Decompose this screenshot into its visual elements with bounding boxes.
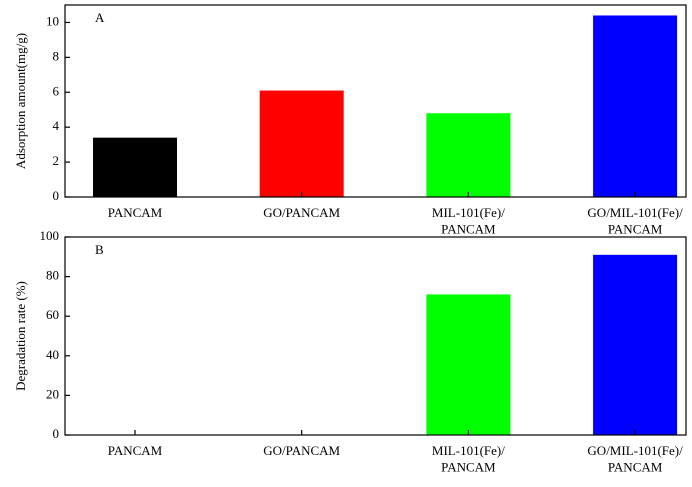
y-tick-label: 20 [46, 386, 59, 401]
x-tick-label: MIL-101(Fe)/PANCAM [432, 443, 505, 474]
y-tick-label: 10 [46, 13, 59, 28]
x-tick-label: GO/MIL-101(Fe)/PANCAM [587, 443, 683, 474]
y-tick-label: 2 [53, 153, 60, 168]
plot-frame [64, 4, 687, 198]
x-tick-label: PANCAM [108, 205, 163, 220]
bar [593, 15, 678, 197]
bar [259, 90, 344, 197]
y-tick-label: 0 [53, 188, 60, 203]
y-tick-label: 8 [53, 48, 60, 63]
y-tick-label: 0 [53, 426, 60, 441]
x-tick-label: GO/MIL-101(Fe)/PANCAM [587, 205, 683, 236]
y-tick-label: 4 [53, 118, 60, 133]
y-tick-label: 40 [46, 347, 59, 362]
panel-label: A [95, 10, 105, 25]
bar [426, 294, 511, 435]
bar [93, 137, 177, 197]
y-axis-label: Adsorption amount(mg/g) [13, 33, 28, 169]
bar [426, 113, 511, 197]
y-axis-label: Degradation rate (%) [13, 281, 28, 391]
y-tick-label: 60 [46, 307, 59, 322]
bar [593, 254, 678, 435]
x-tick-label: PANCAM [108, 443, 163, 458]
x-tick-label: MIL-101(Fe)/PANCAM [432, 205, 505, 236]
y-tick-label: 6 [53, 83, 60, 98]
x-tick-label: GO/PANCAM [263, 443, 340, 458]
plot-frame [64, 236, 687, 436]
x-tick-label: GO/PANCAM [263, 205, 340, 220]
panel-label: B [95, 242, 104, 257]
y-tick-label: 100 [40, 228, 60, 243]
y-tick-label: 80 [46, 268, 59, 283]
